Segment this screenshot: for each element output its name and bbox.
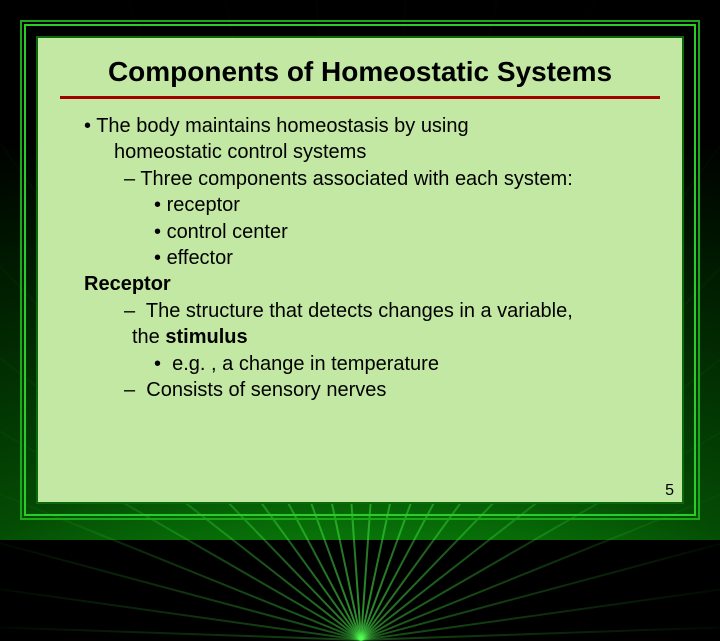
- bullet-receptor-sensory: Consists of sensory nerves: [80, 377, 660, 403]
- bullet-main: The body maintains homeostasis by using: [74, 113, 660, 139]
- bullet-main-cont: homeostatic control systems: [60, 139, 660, 165]
- bullet-receptor-example: e.g. , a change in temperature: [80, 351, 660, 377]
- bullet-effector: effector: [74, 245, 660, 271]
- bullet-receptor-def-cont: the stimulus: [60, 324, 660, 350]
- bullet-control-center: control center: [74, 219, 660, 245]
- slide-panel: Components of Homeostatic Systems The bo…: [36, 36, 684, 504]
- bullet-sub-components: Three components associated with each sy…: [74, 166, 660, 192]
- slide-title: Components of Homeostatic Systems: [60, 56, 660, 99]
- slide-body: The body maintains homeostasis by using …: [60, 113, 660, 403]
- heading-receptor: Receptor: [60, 271, 660, 297]
- text-stimulus: stimulus: [165, 326, 247, 348]
- text-the: the: [132, 326, 165, 348]
- bullet-receptor: receptor: [74, 192, 660, 218]
- bullet-receptor-def: The structure that detects changes in a …: [80, 298, 660, 324]
- page-number: 5: [665, 482, 674, 500]
